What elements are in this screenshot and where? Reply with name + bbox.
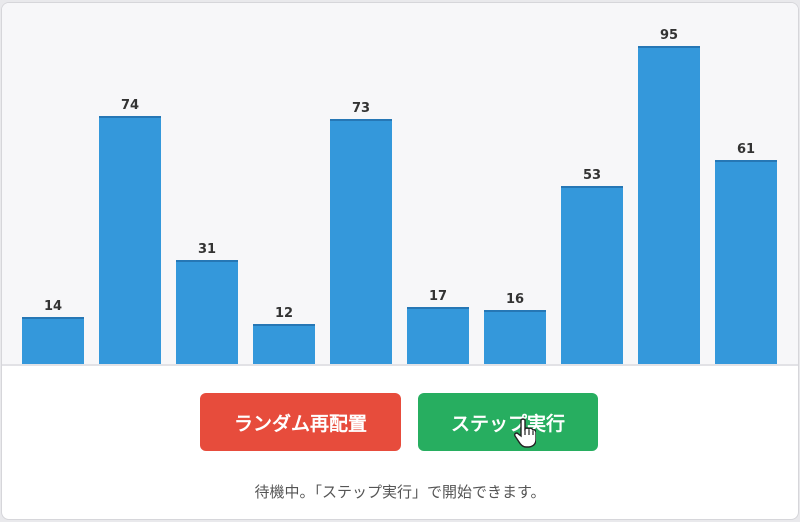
bar-value-label: 17 [428,289,448,305]
bar [561,186,623,364]
bar-value-label: 74 [120,98,140,114]
bar-value-label: 16 [505,292,525,308]
status-text: 待機中。「ステップ実行」で開始できます。 [254,483,546,501]
bar-value-label: 95 [659,27,679,43]
shuffle-button[interactable]: ランダム再配置 [200,393,401,451]
bar [407,307,469,364]
bar [22,317,84,364]
bar [176,260,238,364]
bar [484,310,546,364]
bar-value-label: 14 [43,299,63,315]
bar-value-label: 61 [736,141,756,157]
bar [253,323,315,364]
hand-cursor-icon [514,418,536,448]
bar [330,119,392,364]
bar-value-label: 53 [582,168,602,184]
bar [715,159,777,364]
bar-chart: 14 74 31 12 73 17 16 53 95 61 [2,3,798,366]
bar-value-label: 31 [197,242,217,258]
bar-value-label: 73 [351,101,371,117]
step-button[interactable]: ステップ実行 [418,393,598,451]
bar [638,45,700,364]
bar-value-label: 12 [274,305,294,321]
bar [99,116,161,364]
